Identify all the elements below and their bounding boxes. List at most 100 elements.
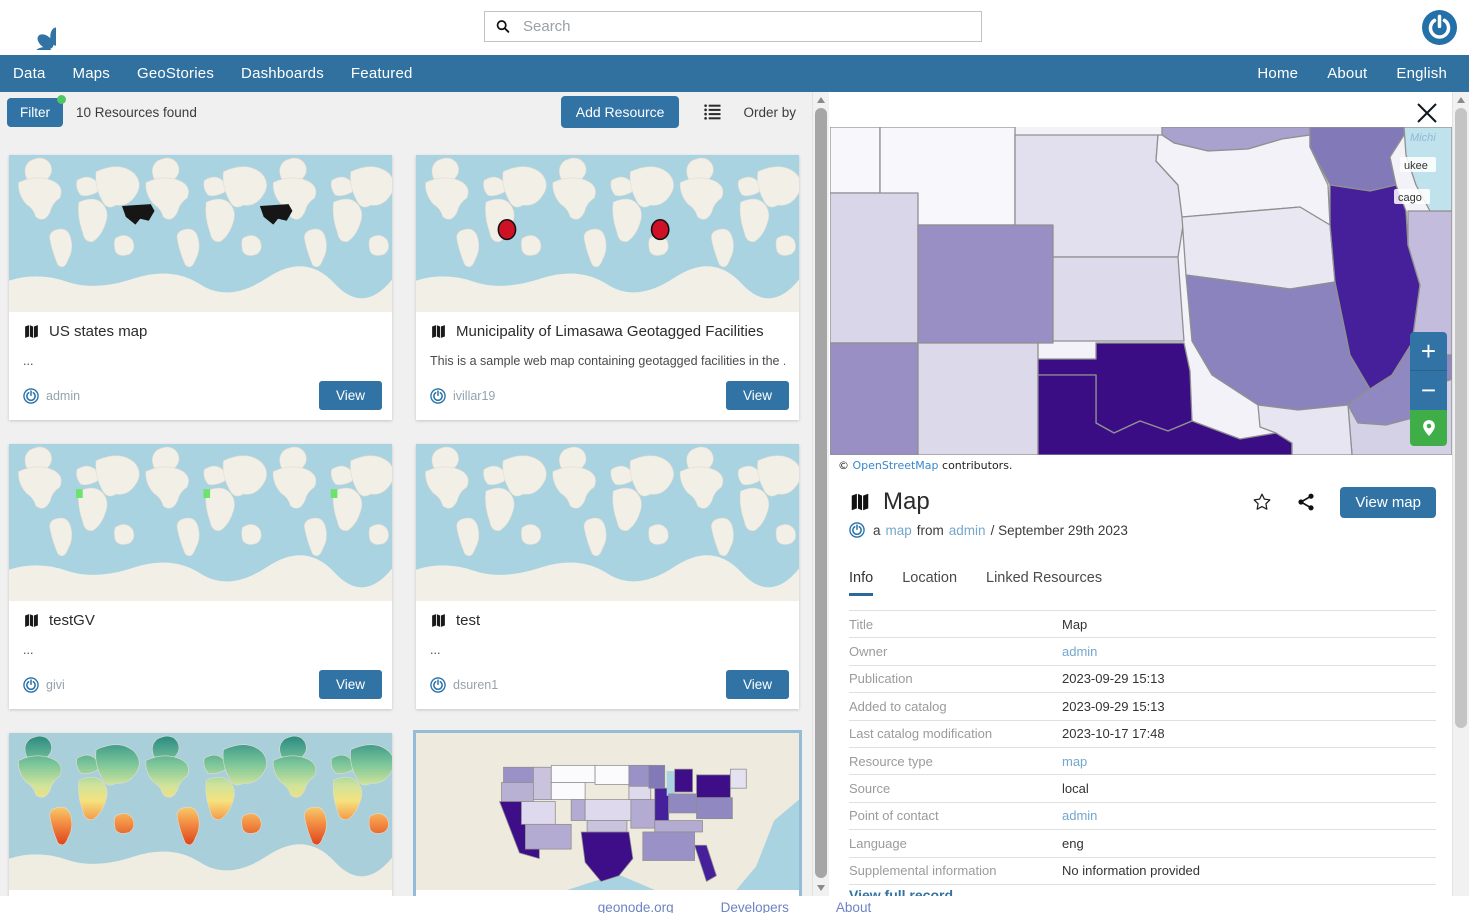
footer-link-geonode[interactable]: geonode.org xyxy=(597,900,674,913)
filter-button[interactable]: Filter xyxy=(7,94,66,127)
detail-byline: a map from admin / September 29th 2023 xyxy=(849,522,1128,538)
row-label: Language xyxy=(849,835,907,851)
resource-thumbnail-world xyxy=(416,444,799,601)
resource-card[interactable]: testGV ... givi View xyxy=(9,444,392,709)
resource-type-link[interactable]: map xyxy=(885,522,912,538)
scrollbar-thumb[interactable] xyxy=(815,108,827,878)
owner-name[interactable]: admin xyxy=(46,388,81,403)
row-label: Point of contact xyxy=(849,808,939,824)
row-label: Last catalog modification xyxy=(849,726,993,742)
map-preview[interactable]: Michi ukee cago + − xyxy=(830,127,1452,455)
resource-detail-panel: Michi ukee cago + − © OpenStreetMap cont… xyxy=(830,92,1452,896)
row-value: No information provided xyxy=(1062,863,1201,879)
map-label-city1: ukee xyxy=(1404,160,1428,172)
row-label: Source xyxy=(849,781,891,797)
add-resource-button[interactable]: Add Resource xyxy=(560,96,680,128)
owner-name[interactable]: dsuren1 xyxy=(453,677,499,692)
resource-card-partial[interactable] xyxy=(9,733,392,896)
resource-title[interactable]: US states map xyxy=(49,323,148,340)
table-row: Resource type map xyxy=(849,748,1436,776)
view-button[interactable]: View xyxy=(318,670,382,699)
tab-info[interactable]: Info xyxy=(849,570,874,596)
resource-thumbnail-world-markers xyxy=(416,155,799,312)
map-attribution: © OpenStreetMap contributors. xyxy=(838,459,1012,472)
map-type-icon xyxy=(430,612,447,629)
scroll-up-arrow-icon[interactable] xyxy=(817,97,825,103)
resource-thumbnail-temperature xyxy=(9,733,392,890)
close-icon[interactable] xyxy=(1412,98,1442,128)
owner-name[interactable]: ivillar19 xyxy=(453,388,496,403)
footer-link-developers[interactable]: Developers xyxy=(720,900,789,913)
row-value-link[interactable]: admin xyxy=(1062,808,1098,824)
view-map-button[interactable]: View map xyxy=(1340,486,1436,518)
row-label: Added to catalog xyxy=(849,698,947,714)
resource-card-selected[interactable] xyxy=(413,730,802,896)
table-row: Title Map xyxy=(849,611,1436,639)
row-value-link[interactable]: admin xyxy=(1062,644,1098,660)
list-layout-icon[interactable] xyxy=(704,104,721,120)
owner-name[interactable]: givi xyxy=(46,677,65,692)
view-button[interactable]: View xyxy=(725,670,789,699)
scrollbar-thumb[interactable] xyxy=(1455,108,1467,728)
owner-link[interactable]: admin xyxy=(948,522,986,538)
copyright-symbol: © xyxy=(838,459,849,472)
filter-button-label: Filter xyxy=(20,104,50,120)
nav-item-language[interactable]: English xyxy=(1396,65,1447,82)
zoom-in-button[interactable]: + xyxy=(1410,332,1447,371)
resource-cards-grid: US states map ... admin View xyxy=(9,155,802,896)
locate-button[interactable] xyxy=(1410,410,1447,446)
table-row: Point of contact admin xyxy=(849,803,1436,831)
nav-item-dashboards[interactable]: Dashboards xyxy=(241,65,324,82)
us-extent-marker xyxy=(121,204,293,225)
resource-title[interactable]: Municipality of Limasawa Geotagged Facil… xyxy=(456,323,764,340)
resource-title[interactable]: testGV xyxy=(49,612,95,629)
nav-item-data[interactable]: Data xyxy=(13,65,46,82)
footer-link-about[interactable]: About xyxy=(835,900,872,913)
tab-linked-resources[interactable]: Linked Resources xyxy=(986,570,1103,586)
favorite-star-icon[interactable] xyxy=(1252,492,1272,512)
app-header xyxy=(0,0,1469,55)
resource-title[interactable]: test xyxy=(456,612,481,629)
search-input[interactable] xyxy=(523,18,971,35)
nav-item-home[interactable]: Home xyxy=(1257,65,1299,82)
owner-avatar-icon xyxy=(23,388,39,404)
row-label: Publication xyxy=(849,671,913,687)
table-row: Last catalog modification 2023-10-17 17:… xyxy=(849,721,1436,748)
detail-tabs: Info Location Linked Resources xyxy=(849,570,1102,596)
order-by-button[interactable]: Order by xyxy=(743,104,796,120)
resource-card[interactable]: test ... dsuren1 View xyxy=(416,444,799,709)
scroll-down-arrow-icon[interactable] xyxy=(817,885,825,891)
view-button[interactable]: View xyxy=(318,381,382,410)
owner-avatar-icon xyxy=(23,677,39,693)
app-footer: geonode.org Developers About xyxy=(0,896,1469,913)
openstreetmap-link[interactable]: OpenStreetMap xyxy=(852,459,939,472)
search-icon xyxy=(496,20,510,33)
search-box[interactable] xyxy=(484,11,982,42)
nav-item-about[interactable]: About xyxy=(1327,65,1368,82)
zoom-out-button[interactable]: − xyxy=(1410,371,1447,410)
resource-description: ... xyxy=(23,643,34,657)
tab-location[interactable]: Location xyxy=(902,570,958,586)
map-type-icon xyxy=(23,612,40,629)
map-label-city2: cago xyxy=(1398,192,1422,204)
view-full-record-link[interactable]: View full record xyxy=(849,887,953,896)
resource-card[interactable]: US states map ... admin View xyxy=(9,155,392,420)
nav-item-featured[interactable]: Featured xyxy=(350,65,413,82)
profile-menu-icon[interactable] xyxy=(1422,10,1457,45)
map-type-icon xyxy=(23,323,40,340)
resource-card[interactable]: Municipality of Limasawa Geotagged Facil… xyxy=(416,155,799,420)
catalog-scrollbar[interactable] xyxy=(812,92,829,896)
info-table: Title Map Owner admin Publication 2023-0… xyxy=(849,610,1436,885)
scroll-up-arrow-icon[interactable] xyxy=(1457,97,1465,103)
share-icon[interactable] xyxy=(1296,492,1316,512)
row-value: 2023-10-17 17:48 xyxy=(1062,726,1165,742)
row-value: local xyxy=(1062,781,1089,797)
row-value-link[interactable]: map xyxy=(1062,753,1088,769)
nav-item-maps[interactable]: Maps xyxy=(72,65,110,82)
extent-marker-green xyxy=(76,489,338,498)
map-zoom-controls: + − xyxy=(1410,332,1447,446)
nav-item-geostories[interactable]: GeoStories xyxy=(136,65,215,82)
view-button[interactable]: View xyxy=(725,381,789,410)
detail-scrollbar[interactable] xyxy=(1452,92,1469,913)
geonode-logo-icon[interactable] xyxy=(10,4,56,50)
